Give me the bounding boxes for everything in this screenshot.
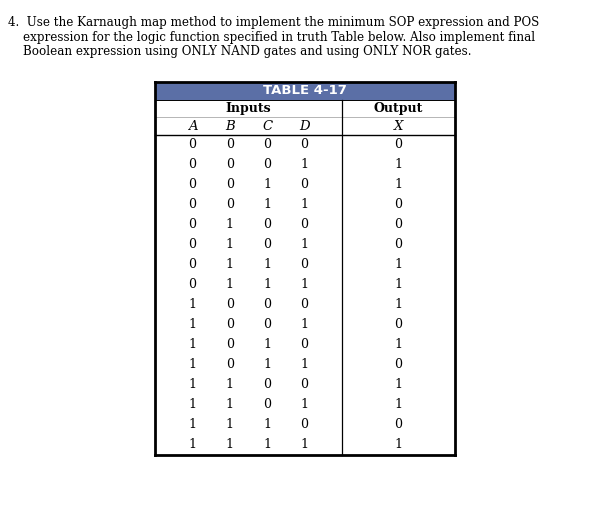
Text: 0: 0	[263, 159, 271, 172]
Text: 0: 0	[263, 398, 271, 412]
Text: 0: 0	[188, 139, 196, 152]
Text: 4.  Use the Karnaugh map method to implement the minimum SOP expression and POS: 4. Use the Karnaugh map method to implem…	[8, 16, 539, 29]
Text: 1: 1	[301, 359, 309, 372]
Text: 0: 0	[395, 319, 403, 331]
Text: 1: 1	[226, 379, 234, 392]
Text: 0: 0	[301, 178, 309, 192]
Text: 1: 1	[395, 299, 403, 311]
Text: 1: 1	[263, 258, 271, 271]
Text: 1: 1	[263, 339, 271, 352]
Text: X: X	[394, 120, 403, 132]
Text: 1: 1	[188, 299, 196, 311]
Text: 0: 0	[226, 359, 234, 372]
Text: 0: 0	[301, 299, 309, 311]
Text: 0: 0	[188, 218, 196, 232]
Text: 1: 1	[188, 359, 196, 372]
Text: 1: 1	[301, 398, 309, 412]
Text: 1: 1	[188, 379, 196, 392]
Text: 1: 1	[301, 438, 309, 452]
Text: Inputs: Inputs	[226, 102, 271, 115]
Text: 1: 1	[226, 438, 234, 452]
Text: 0: 0	[301, 418, 309, 432]
Text: 0: 0	[395, 359, 403, 372]
Text: 1: 1	[263, 198, 271, 212]
Text: 1: 1	[226, 278, 234, 291]
Text: Boolean expression using ONLY NAND gates and using ONLY NOR gates.: Boolean expression using ONLY NAND gates…	[8, 45, 472, 58]
Text: 1: 1	[395, 178, 403, 192]
Text: 1: 1	[188, 339, 196, 352]
Text: 0: 0	[226, 198, 234, 212]
Text: 1: 1	[263, 178, 271, 192]
Text: 0: 0	[395, 238, 403, 251]
Text: 0: 0	[263, 139, 271, 152]
Text: 1: 1	[263, 359, 271, 372]
Text: 1: 1	[301, 238, 309, 251]
Text: 1: 1	[395, 278, 403, 291]
Text: Output: Output	[374, 102, 423, 115]
Text: 1: 1	[395, 159, 403, 172]
Text: 1: 1	[395, 258, 403, 271]
Text: 0: 0	[301, 139, 309, 152]
Text: TABLE 4-17: TABLE 4-17	[263, 85, 347, 98]
Text: 0: 0	[263, 379, 271, 392]
Text: 1: 1	[188, 398, 196, 412]
Text: 0: 0	[395, 418, 403, 432]
Text: B: B	[225, 120, 235, 132]
Text: 1: 1	[188, 438, 196, 452]
Text: 1: 1	[395, 398, 403, 412]
Text: 0: 0	[188, 258, 196, 271]
Text: 1: 1	[263, 278, 271, 291]
Text: 1: 1	[188, 418, 196, 432]
Text: 1: 1	[226, 398, 234, 412]
Text: 0: 0	[226, 178, 234, 192]
Text: 0: 0	[226, 319, 234, 331]
Text: 0: 0	[301, 258, 309, 271]
Text: 0: 0	[301, 339, 309, 352]
Text: 0: 0	[226, 339, 234, 352]
Text: 0: 0	[263, 299, 271, 311]
Text: 0: 0	[188, 159, 196, 172]
Text: 1: 1	[301, 198, 309, 212]
Text: 0: 0	[188, 278, 196, 291]
Text: 1: 1	[226, 218, 234, 232]
Text: 1: 1	[301, 319, 309, 331]
Text: 1: 1	[226, 258, 234, 271]
Text: 0: 0	[188, 198, 196, 212]
Text: 0: 0	[226, 299, 234, 311]
Text: 1: 1	[226, 418, 234, 432]
Text: 0: 0	[263, 238, 271, 251]
Text: 1: 1	[226, 238, 234, 251]
Text: 0: 0	[301, 218, 309, 232]
Text: 0: 0	[395, 139, 403, 152]
Text: 0: 0	[188, 238, 196, 251]
Text: 0: 0	[226, 139, 234, 152]
Text: D: D	[299, 120, 310, 132]
Text: 0: 0	[395, 218, 403, 232]
Text: expression for the logic function specified in truth Table below. Also implement: expression for the logic function specif…	[8, 30, 535, 44]
Text: 1: 1	[301, 159, 309, 172]
Text: 0: 0	[188, 178, 196, 192]
Text: 1: 1	[395, 339, 403, 352]
Text: 1: 1	[395, 438, 403, 452]
Text: 1: 1	[188, 319, 196, 331]
Text: 1: 1	[395, 379, 403, 392]
Text: 1: 1	[263, 438, 271, 452]
Text: C: C	[262, 120, 272, 132]
Text: 0: 0	[226, 159, 234, 172]
Text: 0: 0	[263, 319, 271, 331]
Text: 0: 0	[395, 198, 403, 212]
Text: A: A	[188, 120, 197, 132]
Text: 0: 0	[263, 218, 271, 232]
Text: 1: 1	[263, 418, 271, 432]
Bar	[155, 82, 455, 100]
Text: 0: 0	[301, 379, 309, 392]
Text: 1: 1	[301, 278, 309, 291]
